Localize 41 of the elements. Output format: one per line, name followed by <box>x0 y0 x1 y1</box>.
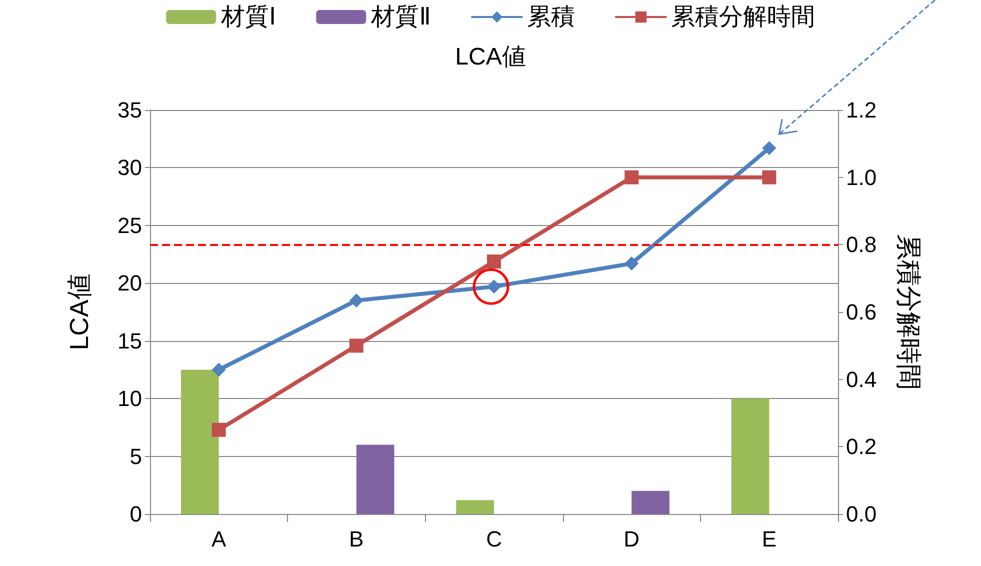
legend-label: 材質Ⅱ <box>370 4 431 30</box>
x-tick-label: A <box>211 526 226 552</box>
y2-axis-title: 累積分解時間 <box>894 234 924 390</box>
point <box>349 338 364 353</box>
point <box>212 422 226 437</box>
x-tick-label: B <box>349 526 364 552</box>
x-tick-label: C <box>486 526 502 552</box>
point <box>624 256 639 271</box>
y-tick-label: 25 <box>118 212 142 238</box>
y-tick-label: 30 <box>118 155 142 180</box>
bar <box>180 370 219 514</box>
y2-tick-label: 1.0 <box>846 164 877 190</box>
y2-tick-label: 0.6 <box>846 300 877 324</box>
y-tick-label: 10 <box>118 386 142 412</box>
y-tick-label: 0 <box>130 502 142 526</box>
point <box>762 170 776 184</box>
y-axis-title: LCA値 <box>64 274 94 350</box>
point <box>212 362 226 377</box>
legend-label: 累積分解時間 <box>670 4 815 30</box>
legend-label: 累積 <box>526 4 575 30</box>
y2-tick-label: 0.2 <box>846 434 877 460</box>
y-tick-label: 15 <box>118 328 142 354</box>
point <box>762 141 776 156</box>
bar <box>731 398 770 514</box>
point <box>487 254 501 268</box>
y2-tick-label: 1.2 <box>846 98 877 122</box>
legend-label: 材質Ⅰ <box>220 4 276 30</box>
y-tick-label: 35 <box>118 98 142 122</box>
x-tick-label: D <box>624 526 640 552</box>
y-tick-label: 20 <box>118 270 142 296</box>
x-tick-label: E <box>762 526 777 552</box>
y-tick-label: 5 <box>130 444 142 469</box>
chart-title: LCA値 <box>455 44 526 70</box>
point <box>349 293 364 308</box>
y2-tick-label: 0.4 <box>846 366 877 392</box>
bar <box>632 490 670 514</box>
point <box>624 170 639 184</box>
y2-tick-label: 0.0 <box>846 502 877 526</box>
bar <box>456 500 494 514</box>
bar <box>356 444 394 514</box>
y2-tick-label: 0.8 <box>846 232 877 258</box>
